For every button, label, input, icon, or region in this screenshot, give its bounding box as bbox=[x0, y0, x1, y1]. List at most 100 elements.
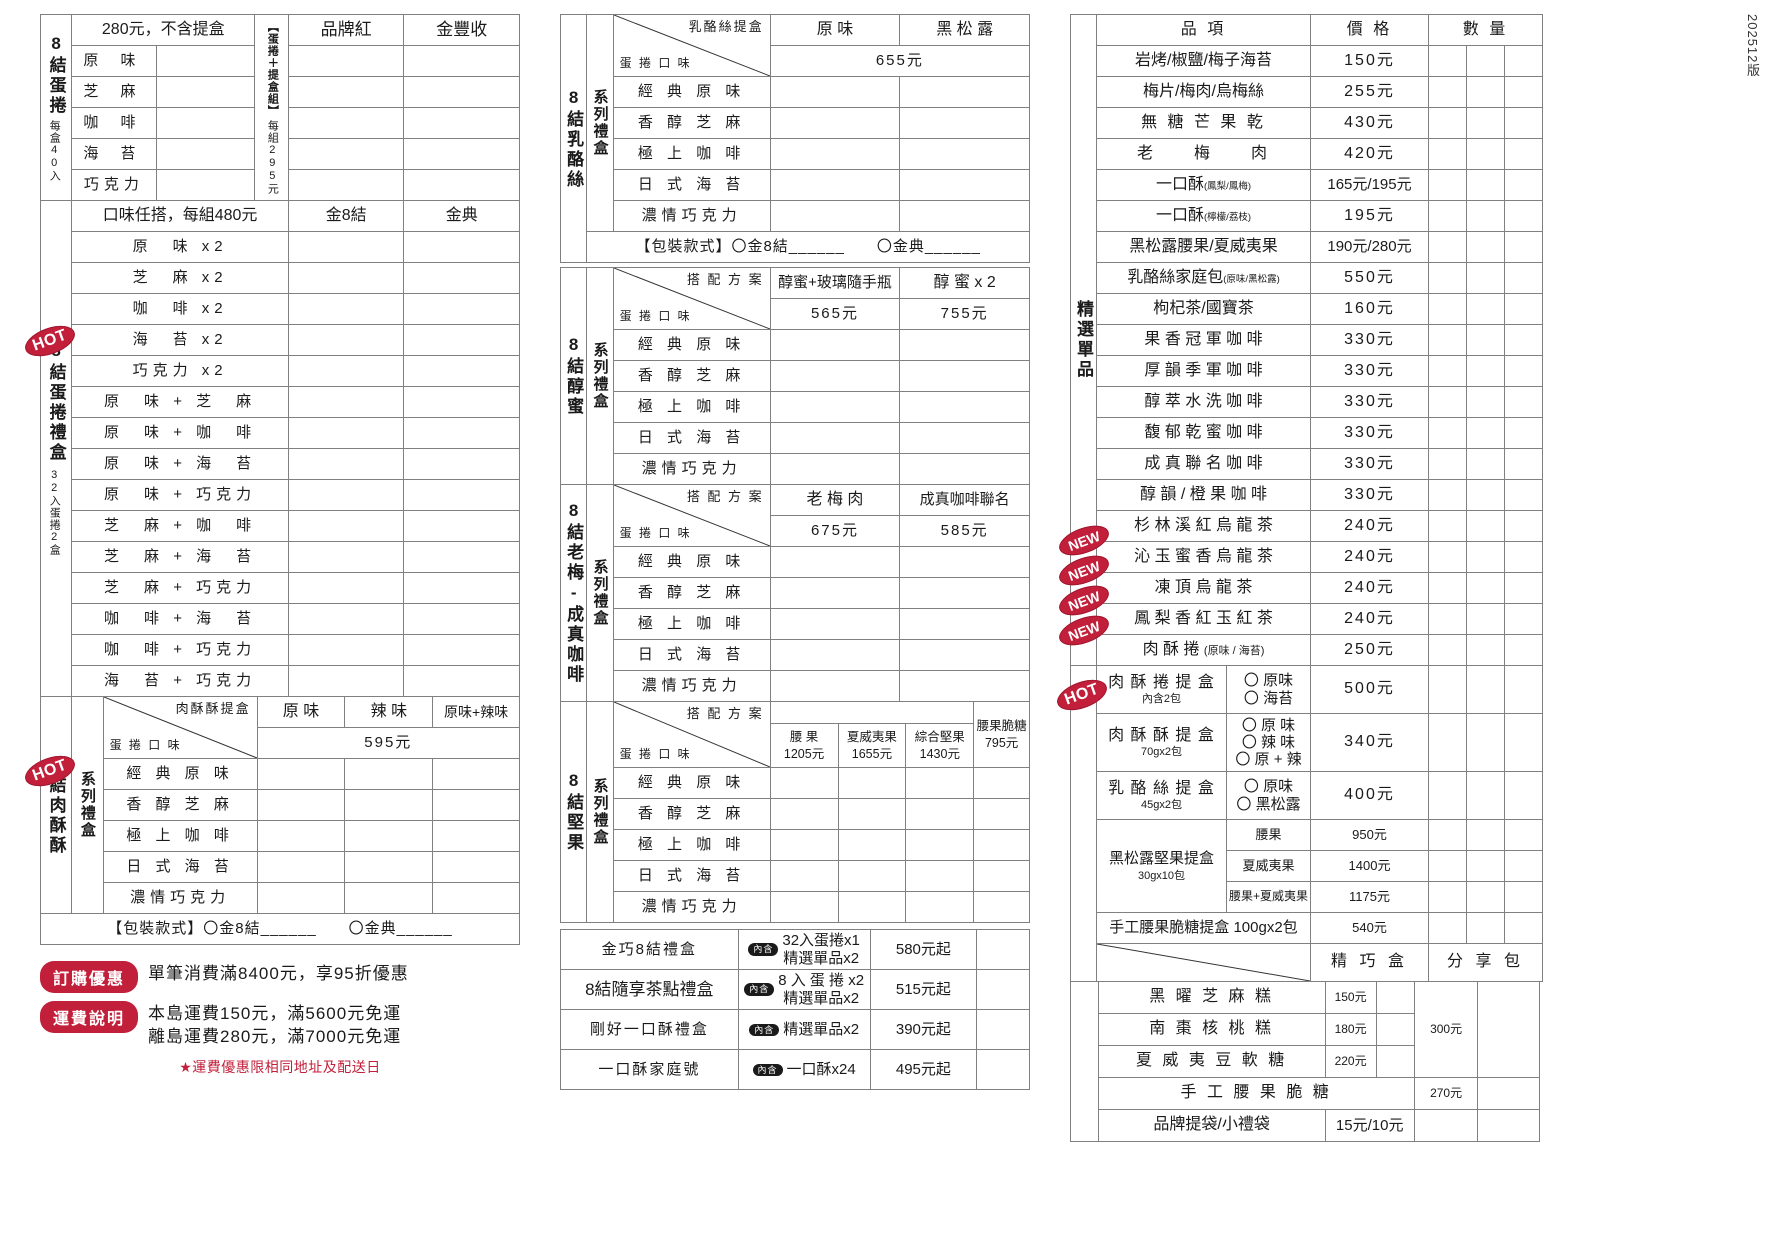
qty-cell[interactable] bbox=[1428, 169, 1467, 201]
qty-cell[interactable] bbox=[1504, 713, 1543, 772]
option-plain[interactable]: 〇 原味 bbox=[1243, 778, 1294, 796]
qty-cell[interactable] bbox=[1504, 448, 1543, 480]
qty-cell[interactable] bbox=[403, 386, 520, 418]
qty-cell[interactable] bbox=[1504, 76, 1543, 108]
qty-cell[interactable] bbox=[1375, 1013, 1415, 1046]
qty-cell[interactable] bbox=[403, 324, 520, 356]
qty-cell[interactable] bbox=[769, 639, 901, 671]
qty-cell[interactable] bbox=[769, 76, 901, 108]
qty-cell[interactable] bbox=[769, 169, 901, 201]
qty-cell[interactable] bbox=[403, 572, 520, 604]
qty-cell[interactable] bbox=[287, 355, 405, 387]
option-plain-spicy[interactable]: 〇 原 + 辣 bbox=[1235, 751, 1302, 769]
qty-cell[interactable] bbox=[1466, 107, 1505, 139]
qty-cell[interactable] bbox=[973, 767, 1030, 799]
qty-cell[interactable] bbox=[837, 891, 907, 923]
qty-cell[interactable] bbox=[1466, 324, 1505, 356]
qty-cell[interactable] bbox=[1477, 981, 1540, 1078]
qty-cell[interactable] bbox=[287, 324, 405, 356]
qty-cell[interactable] bbox=[1428, 510, 1467, 542]
qty-cell[interactable] bbox=[899, 138, 1030, 170]
qty-cell[interactable] bbox=[256, 758, 346, 790]
qty-cell[interactable] bbox=[976, 1009, 1030, 1050]
qty-cell[interactable] bbox=[403, 169, 520, 201]
qty-cell[interactable] bbox=[1466, 448, 1505, 480]
boxed-1-options[interactable]: 〇 原 味 〇 辣 味 〇 原 + 辣 bbox=[1226, 713, 1311, 772]
qty-cell[interactable] bbox=[1428, 355, 1467, 387]
qty-cell[interactable] bbox=[769, 891, 839, 923]
qty-cell[interactable] bbox=[1428, 603, 1467, 635]
qty-cell[interactable] bbox=[287, 572, 405, 604]
qty-cell[interactable] bbox=[769, 608, 901, 640]
qty-cell[interactable] bbox=[905, 767, 975, 799]
qty-cell[interactable] bbox=[899, 76, 1030, 108]
qty-cell[interactable] bbox=[1504, 771, 1543, 820]
qty-cell[interactable] bbox=[976, 969, 1030, 1010]
qty-cell[interactable] bbox=[403, 479, 520, 511]
qty-cell[interactable] bbox=[899, 453, 1030, 485]
qty-cell[interactable] bbox=[1504, 603, 1543, 635]
qty-cell[interactable] bbox=[344, 758, 434, 790]
qty-cell[interactable] bbox=[1504, 912, 1543, 944]
qty-cell[interactable] bbox=[403, 45, 520, 77]
qty-cell[interactable] bbox=[432, 758, 520, 790]
qty-cell[interactable] bbox=[403, 541, 520, 573]
qty-cell[interactable] bbox=[403, 231, 520, 263]
qty-cell[interactable] bbox=[403, 417, 520, 449]
qty-cell[interactable] bbox=[1466, 169, 1505, 201]
qty-cell[interactable] bbox=[1466, 355, 1505, 387]
qty-cell[interactable] bbox=[1504, 541, 1543, 573]
qty-cell[interactable] bbox=[976, 1049, 1030, 1090]
qty-cell[interactable] bbox=[287, 138, 405, 170]
qty-cell[interactable] bbox=[837, 798, 907, 830]
qty-cell[interactable] bbox=[1466, 713, 1505, 772]
qty-cell[interactable] bbox=[1428, 448, 1467, 480]
qty-cell[interactable] bbox=[1504, 169, 1543, 201]
qty-cell[interactable] bbox=[403, 355, 520, 387]
qty-cell[interactable] bbox=[1504, 107, 1543, 139]
qty-cell[interactable] bbox=[899, 639, 1030, 671]
qty-cell[interactable] bbox=[769, 798, 839, 830]
qty-cell[interactable] bbox=[403, 293, 520, 325]
qty-cell[interactable] bbox=[1504, 324, 1543, 356]
qty-cell[interactable] bbox=[1504, 293, 1543, 325]
qty-cell[interactable] bbox=[899, 391, 1030, 423]
cheese-packaging[interactable]: 【包裝款式】〇金8結______ 〇金典______ bbox=[586, 231, 1030, 263]
qty-cell[interactable] bbox=[155, 169, 256, 201]
option-truffle[interactable]: 〇 黑松露 bbox=[1236, 795, 1301, 813]
qty-cell[interactable] bbox=[769, 767, 839, 799]
qty-cell[interactable] bbox=[1477, 1109, 1540, 1142]
qty-cell[interactable] bbox=[1466, 771, 1505, 820]
qty-cell[interactable] bbox=[837, 767, 907, 799]
qty-cell[interactable] bbox=[256, 851, 346, 883]
qty-cell[interactable] bbox=[155, 76, 256, 108]
qty-cell[interactable] bbox=[1428, 771, 1467, 820]
qty-cell[interactable] bbox=[769, 391, 901, 423]
qty-cell[interactable] bbox=[344, 851, 434, 883]
qty-cell[interactable] bbox=[287, 448, 405, 480]
qty-cell[interactable] bbox=[1428, 231, 1467, 263]
option-plain[interactable]: 〇 原 味 bbox=[1241, 716, 1296, 734]
qty-cell[interactable] bbox=[287, 510, 405, 542]
qty-cell[interactable] bbox=[769, 360, 901, 392]
qty-cell[interactable] bbox=[1504, 819, 1543, 851]
qty-cell[interactable] bbox=[976, 929, 1030, 970]
qty-cell[interactable] bbox=[769, 329, 901, 361]
qty-cell[interactable] bbox=[1504, 200, 1543, 232]
qty-cell[interactable] bbox=[1428, 45, 1467, 77]
qty-cell[interactable] bbox=[287, 665, 405, 697]
qty-cell[interactable] bbox=[973, 798, 1030, 830]
qty-cell[interactable] bbox=[1466, 912, 1505, 944]
qty-cell[interactable] bbox=[1375, 1045, 1415, 1078]
qty-cell[interactable] bbox=[1466, 850, 1505, 882]
qty-cell[interactable] bbox=[1428, 324, 1467, 356]
qty-cell[interactable] bbox=[1466, 231, 1505, 263]
qty-cell[interactable] bbox=[1413, 1109, 1479, 1142]
qty-cell[interactable] bbox=[899, 422, 1030, 454]
qty-cell[interactable] bbox=[905, 891, 975, 923]
qty-cell[interactable] bbox=[1428, 138, 1467, 170]
qty-cell[interactable] bbox=[769, 453, 901, 485]
qty-cell[interactable] bbox=[1504, 850, 1543, 882]
qty-cell[interactable] bbox=[1504, 231, 1543, 263]
option-seaweed[interactable]: 〇 海苔 bbox=[1243, 689, 1294, 707]
